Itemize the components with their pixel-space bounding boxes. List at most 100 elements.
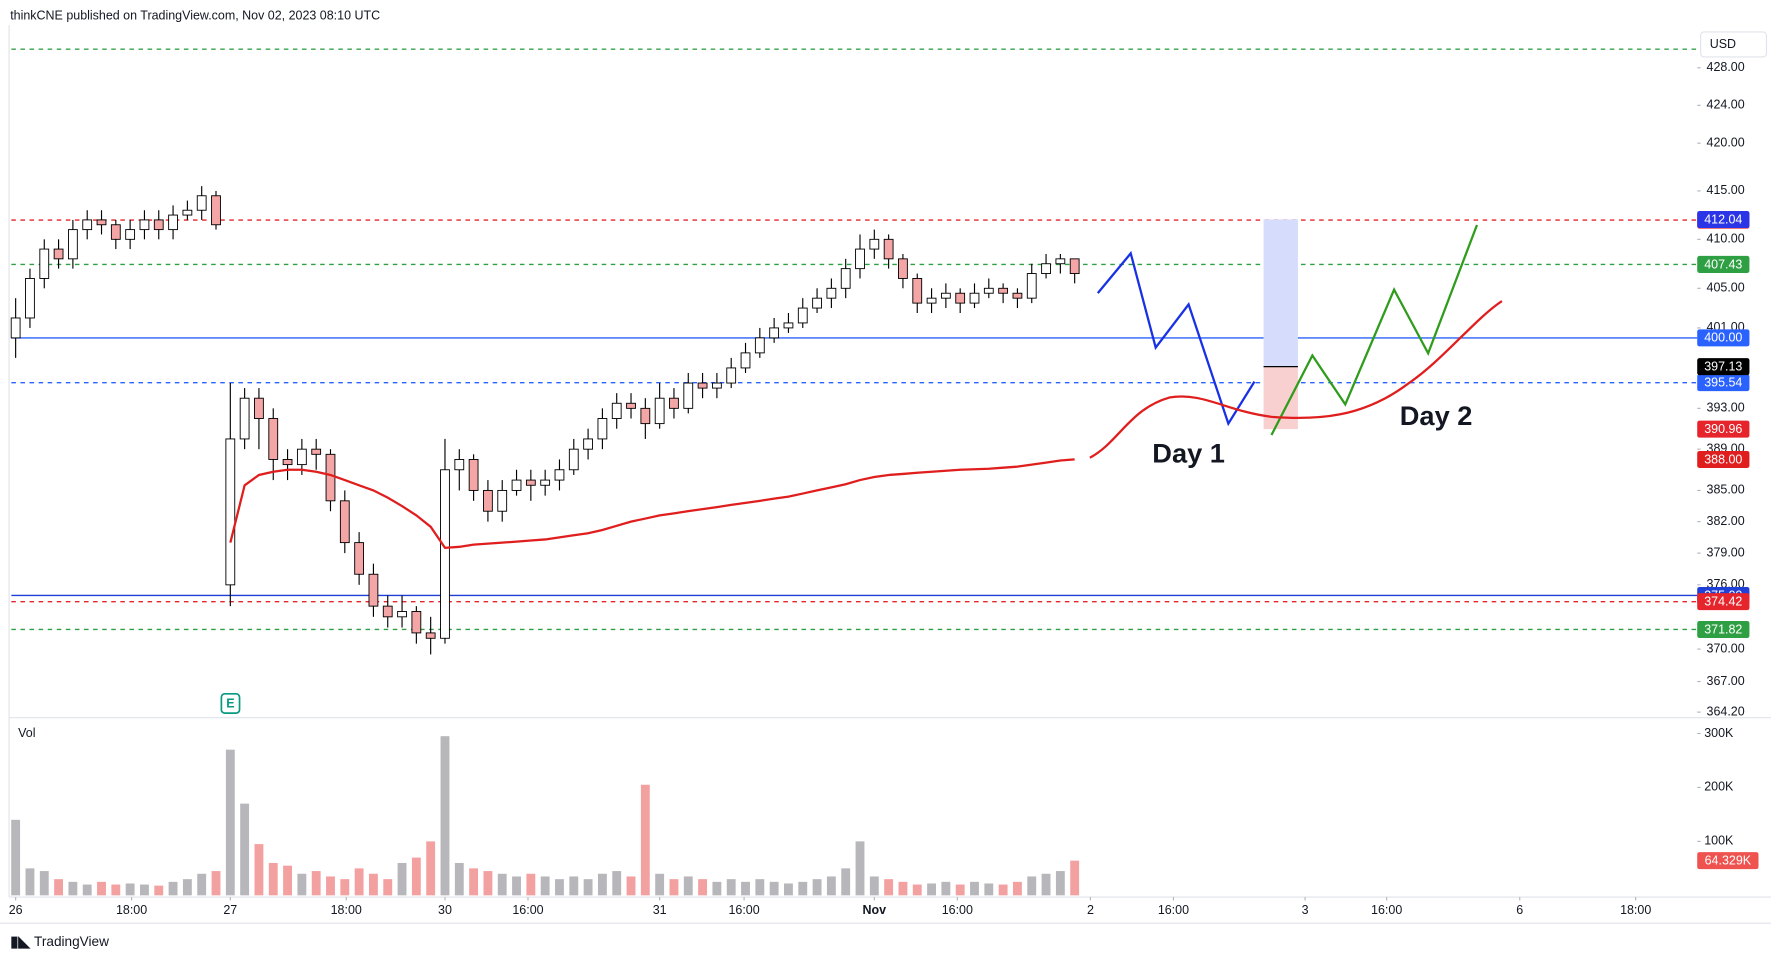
x-tick-label: 6 bbox=[1516, 903, 1523, 917]
volume-bar bbox=[884, 879, 894, 896]
currency-box[interactable] bbox=[1700, 31, 1768, 58]
currency[interactable]: USD bbox=[1710, 37, 1736, 51]
x-tick-label: 18:00 bbox=[1620, 903, 1651, 917]
x-tick-label: 27 bbox=[223, 903, 237, 917]
volume-bar bbox=[168, 881, 178, 896]
level-label: 371.82 bbox=[1704, 622, 1742, 636]
candle-body bbox=[654, 397, 665, 425]
candle-body bbox=[983, 287, 994, 294]
candle-body bbox=[826, 287, 837, 299]
volume-bar bbox=[555, 879, 564, 896]
candle-body bbox=[726, 367, 737, 384]
y-tick-label: 424.00 bbox=[1707, 98, 1745, 112]
volume-bar bbox=[426, 841, 436, 896]
volume-bar bbox=[297, 873, 307, 896]
candle-body bbox=[325, 453, 336, 502]
candle-body bbox=[683, 382, 694, 409]
volume-bar bbox=[540, 876, 550, 896]
volume-bar bbox=[640, 784, 650, 896]
volume-bar bbox=[912, 884, 922, 896]
volume-bar bbox=[784, 883, 793, 896]
candle-body bbox=[411, 611, 422, 634]
volume-bar bbox=[54, 879, 64, 896]
candle-body bbox=[483, 489, 493, 512]
level-label-box bbox=[1697, 329, 1750, 347]
level-label-box bbox=[1697, 255, 1750, 273]
box-label: 390.96 bbox=[1704, 422, 1742, 436]
box-risk bbox=[1263, 366, 1298, 430]
candle-body bbox=[554, 469, 565, 481]
volume-bar bbox=[669, 879, 679, 896]
candle-body bbox=[497, 489, 508, 512]
volume-bar bbox=[812, 879, 822, 896]
y-tick-label: 415.00 bbox=[1707, 183, 1745, 197]
volume-bar bbox=[11, 819, 21, 896]
volume-bar bbox=[311, 871, 321, 896]
candle-body bbox=[955, 292, 966, 304]
candle-body bbox=[926, 297, 937, 304]
candle-body bbox=[311, 448, 322, 455]
projection-day2 bbox=[1270, 224, 1479, 436]
candle-body bbox=[669, 397, 679, 409]
volume-bar bbox=[712, 881, 722, 896]
annotation-day1: Day 1 bbox=[1152, 438, 1225, 469]
candle-body bbox=[783, 322, 794, 329]
level-label-box bbox=[1697, 593, 1750, 611]
volume-bar bbox=[140, 884, 149, 896]
candle-body bbox=[254, 397, 264, 419]
y-tick-label: 428.00 bbox=[1707, 60, 1745, 74]
candle-body bbox=[440, 469, 450, 639]
candle-body bbox=[239, 397, 250, 440]
annotation-day2: Day 2 bbox=[1400, 400, 1473, 431]
level-label: 400.00 bbox=[1704, 331, 1742, 345]
vwap-label: 388.00 bbox=[1704, 452, 1742, 466]
volume-bar bbox=[326, 876, 335, 896]
box-label-box bbox=[1697, 420, 1750, 438]
earnings-letter[interactable]: E bbox=[226, 696, 234, 710]
level-label-box bbox=[1697, 374, 1750, 392]
candle-body bbox=[511, 479, 522, 491]
volume-bar bbox=[125, 883, 135, 896]
earnings-icon[interactable] bbox=[220, 692, 241, 714]
box-label: 412.04 bbox=[1704, 212, 1742, 226]
candle-body bbox=[611, 402, 622, 419]
volume-bar bbox=[755, 879, 765, 896]
candle-body bbox=[998, 287, 1009, 294]
candle-body bbox=[640, 407, 651, 425]
x-tick-label: 16:00 bbox=[512, 903, 543, 917]
volume-bar bbox=[483, 871, 493, 896]
level-label: 407.43 bbox=[1704, 257, 1742, 271]
candle-body bbox=[597, 418, 608, 440]
x-tick-label: 26 bbox=[9, 903, 23, 917]
volume-bar bbox=[569, 876, 579, 896]
box-label-box bbox=[1697, 358, 1750, 376]
volume-bar bbox=[798, 881, 808, 896]
candle-body bbox=[182, 209, 193, 216]
candle-body bbox=[712, 382, 722, 389]
candle-body bbox=[740, 352, 751, 369]
x-tick-label: 18:00 bbox=[331, 903, 362, 917]
x-tick-label: 3 bbox=[1302, 903, 1309, 917]
candle-body bbox=[697, 382, 708, 389]
y-tick-label: 385.00 bbox=[1707, 483, 1745, 497]
projection-day1 bbox=[1096, 250, 1256, 427]
x-tick-label: 31 bbox=[653, 903, 667, 917]
candle-body bbox=[969, 292, 980, 304]
level-label: 395.54 bbox=[1704, 376, 1742, 390]
candle-body bbox=[96, 219, 107, 226]
volume-bar bbox=[111, 884, 121, 896]
volume-bar bbox=[726, 879, 736, 896]
level-label: 374.42 bbox=[1704, 595, 1742, 609]
volume-bar bbox=[1055, 871, 1065, 896]
volume-bar bbox=[841, 868, 851, 896]
box-reward bbox=[1263, 219, 1298, 367]
volume-bar bbox=[512, 876, 521, 896]
candle-body bbox=[769, 327, 780, 339]
y-tick-label: 410.00 bbox=[1707, 232, 1745, 246]
volume-bar bbox=[254, 844, 264, 896]
candle-body bbox=[1026, 273, 1037, 299]
volume-bar bbox=[97, 881, 106, 896]
candle-body bbox=[626, 402, 636, 409]
volume-label: 64.329K bbox=[1705, 854, 1752, 868]
